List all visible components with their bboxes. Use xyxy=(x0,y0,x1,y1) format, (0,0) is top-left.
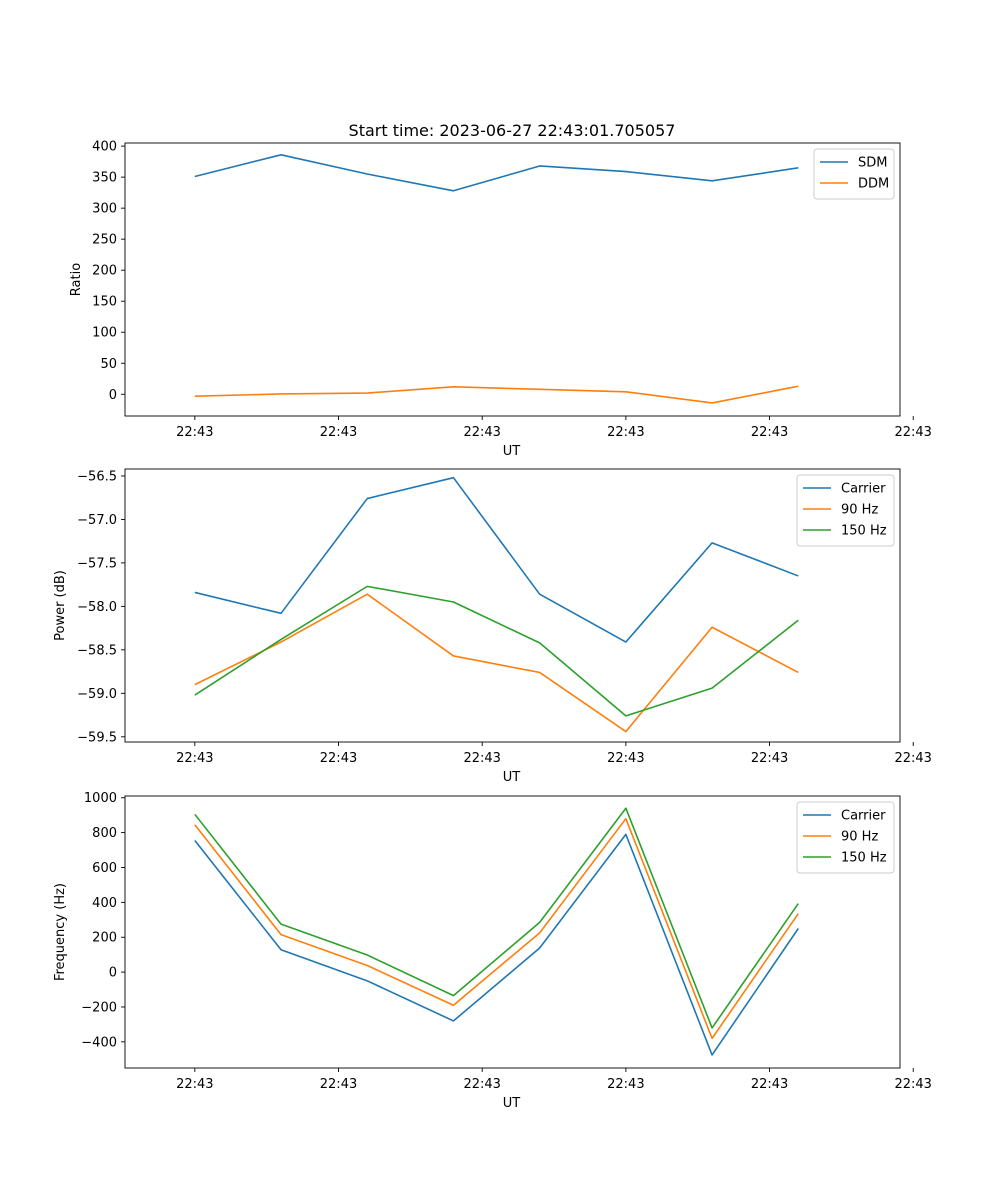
y-tick-label: −58.5 xyxy=(77,643,117,658)
legend-entry: SDM xyxy=(858,156,887,171)
y-tick-label: 0 xyxy=(109,966,117,981)
y-tick-label: −57.5 xyxy=(77,556,117,571)
x-tick-label: 22:43 xyxy=(463,751,500,766)
x-tick-label: 22:43 xyxy=(894,751,931,766)
axes-frame xyxy=(124,795,901,1069)
series-line-carrier xyxy=(194,833,799,1056)
legend-entry: 150 Hz xyxy=(841,524,887,539)
legend: Carrier 90 Hz 150 Hz xyxy=(796,801,895,874)
x-tick-label: 22:43 xyxy=(751,1077,788,1092)
series-line-150-hz xyxy=(194,807,799,1029)
legend-entry: DDM xyxy=(858,177,889,192)
y-tick-label: −400 xyxy=(81,1035,117,1050)
x-tick-label: 22:43 xyxy=(463,1077,500,1092)
legend-box xyxy=(796,801,895,874)
legend-box xyxy=(796,474,895,547)
y-tick-label: 200 xyxy=(92,931,117,946)
x-tick-label: 22:43 xyxy=(894,425,931,440)
legend-entry: 90 Hz xyxy=(841,503,878,518)
y-axis-label: Ratio xyxy=(69,263,84,296)
series-line-ddm xyxy=(194,385,799,404)
y-tick-label: −59.0 xyxy=(77,687,117,702)
x-tick-label: 22:43 xyxy=(320,425,357,440)
x-tick-label: 22:43 xyxy=(320,751,357,766)
x-tick-label: 22:43 xyxy=(463,425,500,440)
y-tick-label: 0 xyxy=(109,388,117,403)
legend-entry: Carrier xyxy=(841,482,886,497)
x-axis-label: UT xyxy=(503,1096,521,1111)
y-tick-label: 600 xyxy=(92,861,117,876)
x-tick-label: 22:43 xyxy=(320,1077,357,1092)
legend-entry: 150 Hz xyxy=(841,851,887,866)
x-tick-label: 22:43 xyxy=(607,425,644,440)
chart-panel-1: 22:4322:4322:4322:4322:4322:4322:4405010… xyxy=(69,140,932,459)
figure-title: Start time: 2023-06-27 22:43:01.705057 xyxy=(349,121,676,140)
y-axis-label: Frequency (Hz) xyxy=(53,883,68,981)
x-tick-label: 22:43 xyxy=(751,425,788,440)
y-tick-label: 100 xyxy=(92,326,117,341)
y-tick-label: −57.0 xyxy=(77,513,117,528)
legend-entry: Carrier xyxy=(841,809,886,824)
series-line-90-hz xyxy=(194,817,799,1040)
series-line-150-hz xyxy=(194,585,799,717)
x-tick-label: 22:43 xyxy=(176,751,213,766)
chart-panel-3: 22:4322:4322:4322:4322:4322:4322:44−400−… xyxy=(53,791,932,1111)
x-tick-label: 22:43 xyxy=(894,1077,931,1092)
y-tick-label: 800 xyxy=(92,826,117,841)
y-tick-label: 150 xyxy=(92,295,117,310)
series-line-carrier xyxy=(194,476,799,643)
y-tick-label: 250 xyxy=(92,233,117,248)
x-axis-label: UT xyxy=(503,770,521,785)
axes-frame xyxy=(124,142,901,417)
axes-frame xyxy=(124,468,901,743)
y-tick-label: 350 xyxy=(92,171,117,186)
y-tick-label: 200 xyxy=(92,264,117,279)
y-tick-label: −58.0 xyxy=(77,600,117,615)
chart-panel-2: 22:4322:4322:4322:4322:4322:4322:44−59.5… xyxy=(53,468,932,785)
y-tick-label: 400 xyxy=(92,140,117,155)
y-axis-label: Power (dB) xyxy=(53,570,68,641)
y-tick-label: 1000 xyxy=(84,791,117,806)
legend: Carrier 90 Hz 150 Hz xyxy=(796,474,895,547)
x-axis-label: UT xyxy=(503,444,521,459)
y-tick-label: 300 xyxy=(92,202,117,217)
x-tick-label: 22:43 xyxy=(607,1077,644,1092)
x-tick-label: 22:43 xyxy=(607,751,644,766)
x-tick-label: 22:43 xyxy=(176,425,213,440)
y-tick-label: 50 xyxy=(100,357,117,372)
y-tick-label: −200 xyxy=(81,1000,117,1015)
series-line-90-hz xyxy=(194,593,799,733)
x-tick-label: 22:43 xyxy=(751,751,788,766)
y-tick-label: 400 xyxy=(92,896,117,911)
y-tick-label: −56.5 xyxy=(77,469,117,484)
series-line-sdm xyxy=(194,153,799,192)
legend-entry: 90 Hz xyxy=(841,830,878,845)
x-tick-label: 22:43 xyxy=(176,1077,213,1092)
legend: SDM DDM xyxy=(813,148,895,200)
y-tick-label: −59.5 xyxy=(77,730,117,745)
